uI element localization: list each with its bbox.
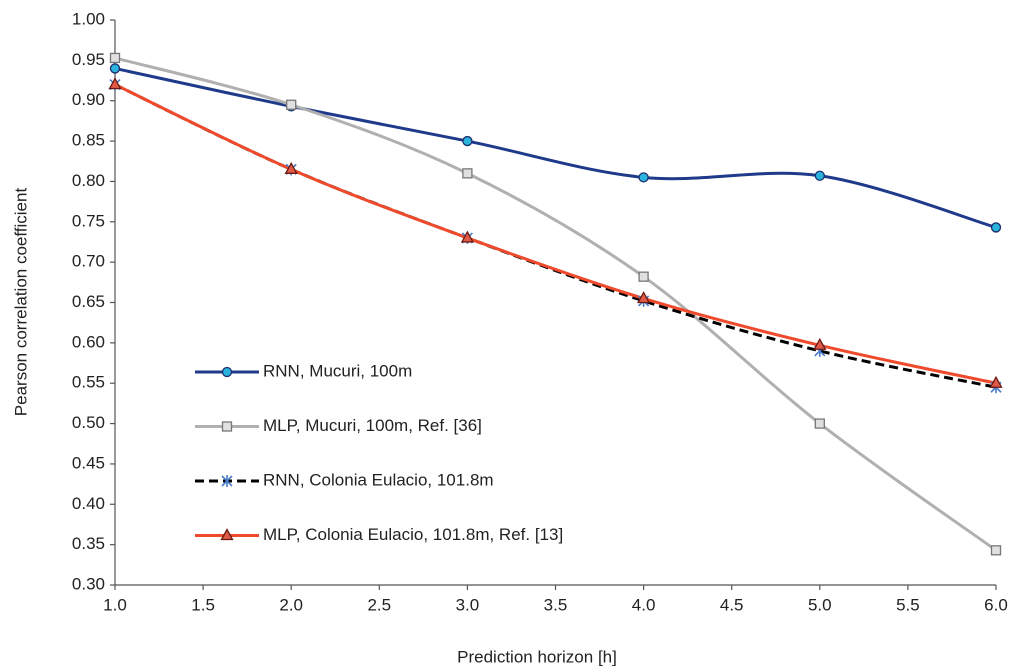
x-tick-label: 1.0 bbox=[103, 595, 127, 614]
series-line bbox=[114, 66, 997, 229]
point bbox=[220, 528, 234, 541]
x-tick-label: 4.0 bbox=[632, 595, 656, 614]
x-tick-label: 2.0 bbox=[279, 595, 303, 614]
y-axis-title: Pearson correlation coefficient bbox=[11, 188, 30, 417]
y-tick-label: 0.90 bbox=[72, 90, 105, 109]
x-tick-label: 1.5 bbox=[191, 595, 215, 614]
y-tick-label: 0.30 bbox=[72, 574, 105, 593]
legend-label: MLP, Colonia Eulacio, 101.8m, Ref. [13] bbox=[263, 525, 563, 544]
y-tick-label: 0.80 bbox=[72, 171, 105, 190]
x-tick-label: 6.0 bbox=[984, 595, 1008, 614]
x-tick-label: 3.0 bbox=[456, 595, 480, 614]
y-tick-label: 0.55 bbox=[72, 373, 105, 392]
y-tick-label: 1.00 bbox=[72, 9, 105, 28]
legend-label: MLP, Mucuri, 100m, Ref. [36] bbox=[263, 416, 482, 435]
point bbox=[638, 172, 649, 183]
series-line bbox=[114, 83, 997, 389]
y-tick-label: 0.50 bbox=[72, 413, 105, 432]
y-tick-label: 0.85 bbox=[72, 131, 105, 150]
y-tick-label: 0.70 bbox=[72, 252, 105, 271]
point bbox=[989, 375, 1003, 388]
y-tick-label: 0.45 bbox=[72, 453, 105, 472]
point bbox=[637, 291, 651, 304]
y-tick-label: 0.75 bbox=[72, 211, 105, 230]
point bbox=[813, 337, 827, 350]
point bbox=[638, 271, 649, 282]
point bbox=[284, 161, 298, 174]
x-tick-label: 4.5 bbox=[720, 595, 744, 614]
point bbox=[462, 135, 473, 147]
point bbox=[108, 77, 122, 90]
y-tick-label: 0.65 bbox=[72, 292, 105, 311]
series-line bbox=[114, 56, 997, 552]
series-line bbox=[114, 83, 997, 385]
x-tick-label: 5.5 bbox=[896, 595, 920, 614]
point bbox=[221, 421, 233, 432]
y-tick-label: 0.95 bbox=[72, 50, 105, 69]
point bbox=[462, 168, 473, 179]
point bbox=[460, 230, 474, 243]
y-tick-label: 0.35 bbox=[72, 534, 105, 553]
y-tick-label: 0.60 bbox=[72, 332, 105, 351]
point bbox=[109, 63, 121, 74]
x-tick-label: 2.5 bbox=[367, 595, 391, 614]
point bbox=[221, 475, 233, 487]
point bbox=[990, 222, 1002, 233]
x-axis-title: Prediction horizon [h] bbox=[457, 647, 617, 666]
legend-label: RNN, Colonia Eulacio, 101.8m bbox=[263, 470, 494, 489]
point bbox=[990, 545, 1002, 556]
point bbox=[109, 52, 121, 64]
x-tick-label: 5.0 bbox=[808, 595, 832, 614]
point bbox=[286, 99, 297, 110]
point bbox=[814, 418, 825, 429]
point bbox=[814, 170, 825, 181]
legend-label: RNN, Mucuri, 100m bbox=[263, 361, 412, 380]
point bbox=[221, 366, 233, 378]
x-tick-label: 3.5 bbox=[544, 595, 568, 614]
y-tick-label: 0.40 bbox=[72, 494, 105, 513]
